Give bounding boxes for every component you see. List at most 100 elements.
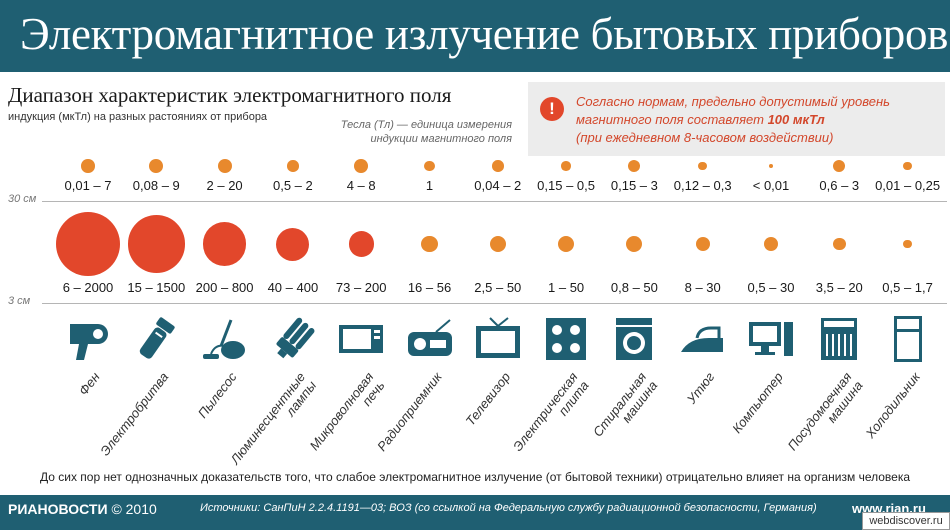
watermark: webdiscover.ru — [862, 512, 950, 530]
far-dot-12 — [903, 161, 912, 171]
vacuum-cleaner-icon — [201, 316, 249, 362]
norm-line-3: (при ежедневном 8-часовом воздействии) — [576, 130, 834, 145]
far-dot-10 — [769, 164, 773, 168]
computer-icon — [747, 316, 795, 362]
far-value-2: 2 – 20 — [206, 178, 243, 193]
far-dot-2 — [217, 159, 232, 173]
far-dot-0 — [81, 159, 95, 173]
near-dot-11 — [832, 237, 846, 251]
appliance-name-line: Утюг — [684, 369, 718, 407]
far-value-0: 0,01 – 7 — [64, 178, 112, 193]
appliance-name-10: Компьютер — [729, 369, 787, 437]
norm-line-1: Согласно нормам, предельно допустимый ур… — [576, 94, 890, 109]
exclamation-icon: ! — [540, 97, 564, 121]
distance-line-near — [42, 303, 947, 304]
refrigerator-icon — [884, 316, 932, 362]
norm-info-box: ! Согласно нормам, предельно допустимый … — [528, 82, 945, 156]
near-dot-7 — [558, 235, 575, 253]
appliance-name-1: Электробритва — [97, 369, 172, 459]
chart-subnote: индукция (мкТл) на разных растояниях от … — [8, 111, 268, 123]
footer-sources: Источники: СанПиН 2.2.4.1191—03; ВОЗ (со… — [200, 502, 817, 514]
far-value-6: 0,04 – 2 — [474, 178, 522, 193]
distance-line-far — [42, 201, 947, 202]
appliance-name-2: Пылесос — [194, 369, 240, 421]
appliance-name-9: Утюг — [684, 369, 718, 407]
appliance-name-11: Посудомоечная машина — [784, 369, 865, 462]
norm-line-2a: магнитного поля составляет — [576, 112, 764, 127]
chart-subtitle: Диапазон характеристик электромагнитного… — [8, 83, 452, 107]
near-value-4: 73 – 200 — [335, 280, 387, 295]
far-dot-5 — [424, 160, 435, 172]
radio-icon — [406, 316, 454, 362]
appliance-name-6: Телевизор — [462, 369, 513, 429]
appliance-name-line: Пылесос — [194, 369, 240, 421]
near-dot-8 — [626, 235, 643, 253]
appliance-name-8: Стиральная машина — [590, 369, 660, 448]
electric-shaver-icon — [132, 316, 180, 362]
norm-limit-value: 100 мкТл — [767, 112, 825, 127]
brand-name: РИАНОВОСТИ — [8, 501, 108, 517]
iron-icon — [679, 316, 727, 362]
hair-dryer-icon — [64, 316, 112, 362]
far-value-11: 0,6 – 3 — [819, 178, 860, 193]
far-value-10: < 0,01 — [752, 178, 790, 193]
unit-note: Тесла (Тл) — единица измерения индукции … — [340, 119, 512, 145]
appliance-name-line: Холодильник — [862, 369, 923, 441]
near-value-8: 0,8 – 50 — [610, 280, 658, 295]
footer-brand: РИАНОВОСТИ © 2010 — [8, 501, 157, 517]
far-dot-1 — [149, 159, 164, 173]
near-value-1: 15 – 1500 — [127, 280, 186, 295]
norm-line-2: магнитного поля составляет 100 мкТл — [576, 111, 936, 129]
appliance-name-0: Фен — [75, 369, 104, 399]
page-title: Электромагнитное излучение бытовых прибо… — [20, 9, 949, 59]
far-dot-7 — [561, 161, 571, 171]
appliance-name-line: Компьютер — [729, 369, 787, 437]
far-value-9: 0,12 – 0,3 — [673, 178, 732, 193]
appliance-name-12: Холодильник — [862, 369, 923, 441]
fluorescent-lamp-icon — [269, 316, 317, 362]
footer-bar: РИАНОВОСТИ © 2010 Источники: СанПиН 2.2.… — [0, 495, 950, 530]
near-value-0: 6 – 2000 — [62, 280, 114, 295]
near-dot-1 — [127, 215, 185, 273]
far-dot-6 — [492, 160, 504, 172]
bottom-note: До сих пор нет однозначных доказательств… — [39, 470, 911, 484]
norm-info-text: Согласно нормам, предельно допустимый ур… — [576, 93, 936, 147]
electric-stove-icon — [542, 316, 590, 362]
far-value-5: 1 — [425, 178, 434, 193]
near-dot-2 — [202, 222, 247, 266]
near-dot-10 — [763, 236, 779, 252]
near-value-9: 8 – 30 — [684, 280, 721, 295]
dishwasher-icon — [815, 316, 863, 362]
far-dot-3 — [287, 160, 299, 172]
near-value-2: 200 – 800 — [195, 280, 254, 295]
near-dot-12 — [903, 239, 912, 249]
far-dot-9 — [698, 161, 708, 171]
far-value-8: 0,15 – 3 — [610, 178, 658, 193]
appliance-name-line: Фен — [75, 369, 104, 399]
far-value-1: 0,08 – 9 — [132, 178, 180, 193]
near-dot-9 — [695, 236, 710, 252]
far-value-4: 4 – 8 — [346, 178, 376, 193]
washing-machine-icon — [610, 316, 658, 362]
brand-year: © 2010 — [111, 501, 157, 517]
appliance-name-line: Телевизор — [462, 369, 513, 429]
far-dot-4 — [354, 159, 369, 173]
near-dot-5 — [421, 235, 438, 253]
appliance-name-line: Электробритва — [97, 369, 172, 459]
near-dot-3 — [276, 227, 310, 261]
far-dot-11 — [833, 159, 846, 173]
near-value-6: 2,5 – 50 — [474, 280, 522, 295]
near-dot-0 — [56, 212, 120, 276]
appliance-name-4: Микроволновая печь — [306, 369, 387, 462]
near-value-5: 16 – 56 — [407, 280, 452, 295]
far-dot-8 — [628, 159, 641, 173]
near-value-7: 1 – 50 — [548, 280, 585, 295]
distance-label-far: 30 см — [8, 193, 37, 205]
near-dot-6 — [489, 235, 506, 253]
far-value-7: 0,15 – 0,5 — [537, 178, 595, 193]
microwave-icon — [337, 316, 385, 362]
far-value-12: 0,01 – 0,25 — [875, 178, 941, 193]
appliance-name-7: Электрическая плита — [510, 369, 592, 463]
near-value-12: 0,5 – 1,7 — [882, 280, 933, 295]
near-dot-4 — [348, 231, 374, 257]
